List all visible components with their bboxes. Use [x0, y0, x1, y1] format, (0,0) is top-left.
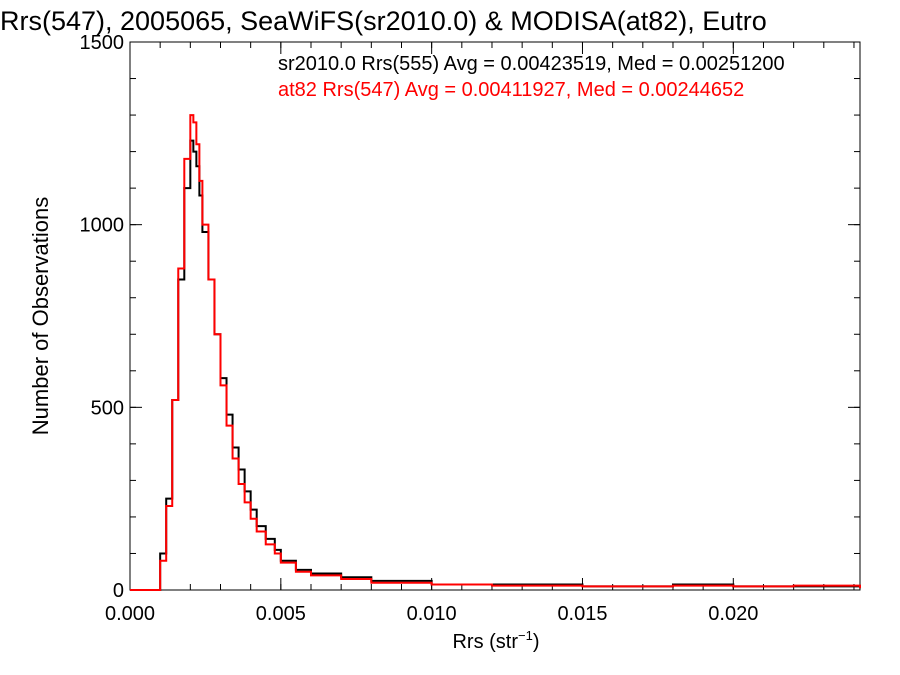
series-group — [130, 114, 861, 591]
y-tick-label: 500 — [91, 397, 124, 419]
y-tick-label: 1000 — [80, 215, 125, 237]
tick-labels: 0.000 0.005 0.010 0.015 0.020 0 500 1000 1500 — [80, 32, 759, 625]
y-tick-label: 0 — [113, 580, 124, 602]
x-tick-label: 0.005 — [256, 603, 306, 625]
y-axis-label: Number of Observations — [28, 197, 53, 435]
plot-area — [129, 41, 861, 591]
legend-entry-red: at82 Rrs(547) Avg = 0.00411927, Med = 0.… — [278, 79, 744, 101]
x-axis-label: Rrs (str−1) — [452, 628, 539, 653]
x-axis-label-end: ) — [533, 631, 540, 653]
axis-ticks — [129, 41, 860, 591]
x-axis-label-main: Rrs (str — [452, 631, 518, 653]
x-tick-label: 0.000 — [105, 603, 155, 625]
x-tick-label: 0.020 — [708, 603, 758, 625]
y-tick-label: 1500 — [80, 32, 125, 54]
chart-title: Rrs(547), 2005065, SeaWiFS(sr2010.0) & M… — [0, 6, 767, 36]
x-axis-label-sup: −1 — [518, 628, 533, 643]
plot-frame — [129, 41, 861, 591]
legend-entry-black: sr2010.0 Rrs(555) Avg = 0.00423519, Med … — [278, 53, 785, 75]
x-tick-label: 0.010 — [407, 603, 457, 625]
histogram-series-black — [130, 139, 861, 591]
x-tick-label: 0.015 — [557, 603, 607, 625]
histogram-series-red — [130, 114, 861, 591]
